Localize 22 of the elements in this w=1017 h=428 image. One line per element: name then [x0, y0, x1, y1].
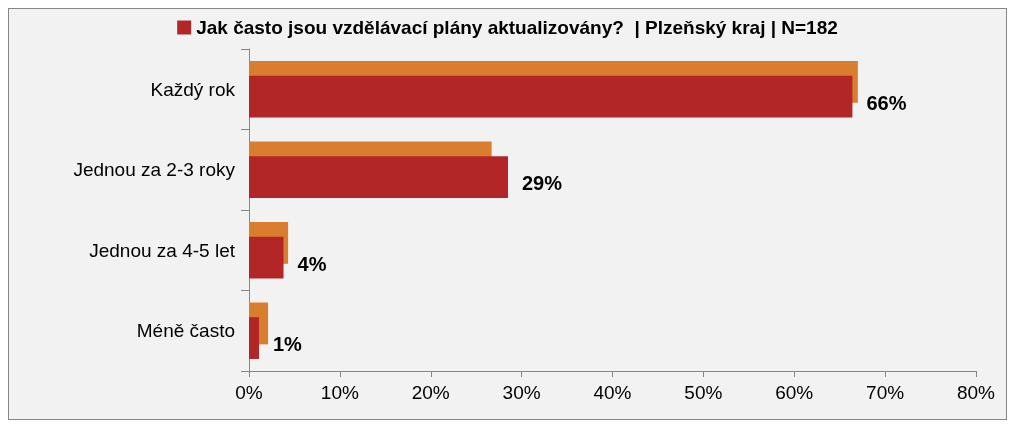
x-tick-label: 30%: [502, 382, 541, 403]
y-tick-label: Jednou za 2-3 roky: [73, 159, 236, 181]
x-tick-label: 20%: [411, 382, 450, 403]
x-tick-label: 70%: [866, 382, 905, 403]
x-tick-label: 10%: [320, 382, 359, 403]
data-label: 66%: [866, 91, 907, 114]
y-tick-label: Jednou za 4-5 let: [89, 239, 236, 261]
y-tick-label: Každý rok: [150, 78, 236, 100]
x-tick-label: 80%: [956, 382, 996, 403]
x-tick-label: 50%: [684, 382, 723, 403]
bar: [249, 236, 284, 279]
data-label: 29%: [521, 172, 563, 195]
y-tick-label: Méně často: [136, 320, 235, 342]
x-tick-label: 60%: [775, 382, 814, 403]
bar: [249, 317, 259, 360]
data-label: 4%: [297, 252, 327, 275]
legend-label: Jak často jsou vzdělávací plány aktualizovány? | Plzeňský kraj | N=182: [196, 17, 838, 38]
bar: [249, 75, 853, 118]
data-label: 1%: [273, 333, 303, 356]
x-tick-label: 0%: [235, 382, 263, 403]
x-tick-label: 40%: [593, 382, 632, 403]
bar: [249, 156, 508, 199]
